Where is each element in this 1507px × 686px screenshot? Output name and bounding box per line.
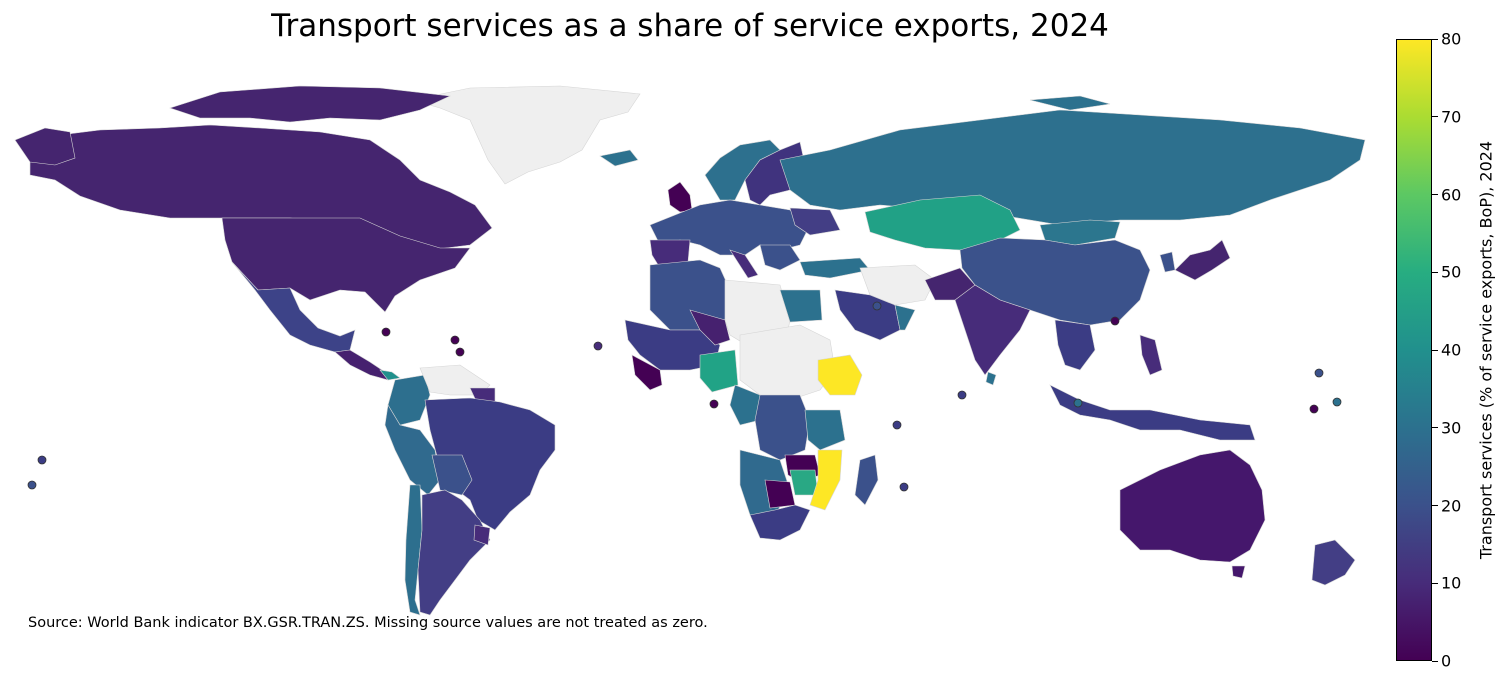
region-canada (29, 124, 493, 251)
region-india (954, 284, 1031, 376)
region-argentina (417, 489, 491, 616)
region-sahel (689, 309, 731, 346)
colorbar-gradient (1396, 39, 1432, 661)
island-marker (1314, 368, 1324, 378)
region-kenya (804, 409, 846, 451)
colorbar-tick-label: 10 (1441, 573, 1462, 593)
map-title: Transport services as a share of service… (271, 8, 1109, 44)
source-note: Source: World Bank indicator BX.GSR.TRAN… (28, 615, 708, 631)
colorbar-tick (1432, 427, 1438, 429)
region-uruguay (473, 524, 491, 546)
island-marker (593, 341, 603, 351)
world-choropleth-map (14, 85, 1366, 616)
region-south-africa (749, 504, 811, 541)
colorbar-tick (1432, 38, 1438, 40)
region-japan (1174, 239, 1231, 281)
region-zimbabwe (789, 469, 819, 496)
island-marker (1309, 404, 1319, 414)
region-balkans (759, 244, 801, 271)
region-mozambique (809, 449, 843, 511)
region-cameroon-gabon (729, 384, 761, 426)
region-madagascar (854, 454, 879, 506)
colorbar-tick (1432, 349, 1438, 351)
region-southeast-asia (1054, 319, 1096, 371)
colorbar-tick-label: 70 (1441, 107, 1462, 127)
region-iceland (599, 149, 639, 167)
colorbar-tick-label: 60 (1441, 185, 1462, 204)
colorbar-label: Transport services (% of service exports… (1476, 140, 1496, 560)
region-oman (894, 304, 916, 331)
region-australia (1119, 449, 1266, 563)
colorbar-tick-label: 40 (1441, 340, 1462, 360)
region-uk (667, 181, 693, 213)
colorbar-tick-label: 80 (1441, 29, 1462, 49)
region-russia-north-islands (1029, 95, 1111, 111)
island-marker (37, 455, 47, 465)
region-korea (1159, 251, 1176, 273)
region-russia (779, 109, 1366, 226)
island-marker (872, 301, 882, 311)
region-guinea-coast (631, 354, 663, 391)
region-egypt (779, 289, 823, 323)
island-marker (957, 390, 967, 400)
island-marker (1110, 316, 1120, 326)
region-nigeria (699, 349, 739, 393)
region-sri-lanka (985, 371, 997, 386)
region-indonesia (1049, 384, 1256, 441)
island-marker (892, 420, 902, 430)
region-central-africa-missing (739, 324, 836, 401)
island-marker (455, 347, 465, 357)
colorbar-tick (1432, 660, 1438, 662)
region-congo (754, 394, 811, 461)
region-saudi-arabia (834, 289, 901, 341)
region-italy (729, 249, 759, 279)
island-marker (1332, 397, 1342, 407)
region-tasmania (1231, 565, 1246, 579)
island-marker (709, 399, 719, 409)
region-alaska (14, 127, 76, 166)
region-chile (404, 484, 423, 616)
region-bolivia (431, 454, 473, 496)
colorbar-tick (1432, 505, 1438, 506)
region-philippines (1139, 334, 1163, 376)
colorbar-tick (1432, 271, 1438, 273)
island-marker (450, 335, 460, 345)
colorbar-tick-label: 30 (1441, 418, 1462, 438)
region-greenland (411, 85, 641, 185)
colorbar-tick (1432, 116, 1438, 118)
colorbar-tick (1432, 194, 1438, 195)
region-botswana (764, 479, 796, 509)
region-panama (379, 369, 401, 381)
island-marker (899, 482, 909, 492)
colorbar: 0 10 20 30 40 50 60 70 80 (1396, 30, 1461, 671)
island-marker (1073, 398, 1083, 408)
colorbar-tick-label: 50 (1441, 262, 1462, 282)
region-central-america (334, 349, 389, 381)
island-marker (381, 327, 391, 337)
colorbar-tick (1432, 582, 1438, 584)
region-ethiopia (817, 354, 863, 396)
region-ecuador-peru (384, 404, 441, 496)
region-mexico (231, 261, 356, 353)
region-ukraine (789, 207, 841, 236)
region-new-zealand (1311, 539, 1356, 586)
colorbar-tick-label: 20 (1441, 496, 1462, 515)
region-turkey (799, 257, 871, 279)
region-canada-north-islands (169, 85, 452, 123)
island-marker (27, 480, 37, 490)
colorbar-tick-label: 0 (1441, 651, 1452, 671)
